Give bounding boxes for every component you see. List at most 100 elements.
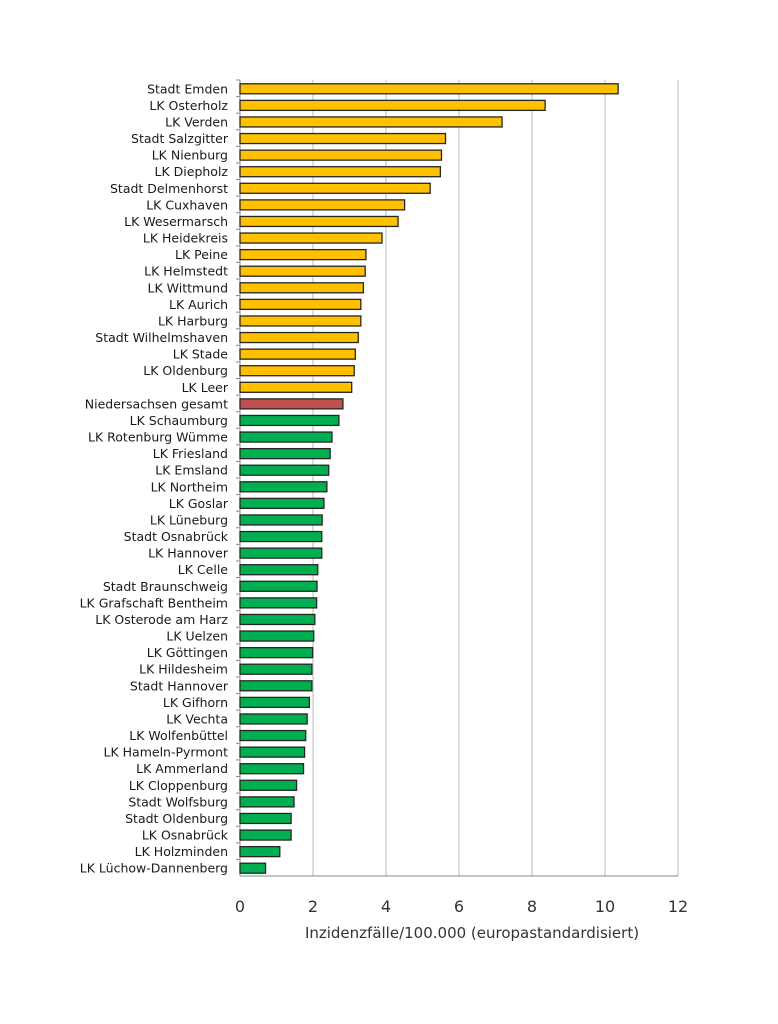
bar <box>239 530 323 543</box>
category-label: LK Northeim <box>151 479 228 494</box>
x-tick-label: 8 <box>527 897 537 916</box>
bar <box>239 315 362 327</box>
bar <box>239 265 366 277</box>
category-label: Stadt Delmenhorst <box>110 181 228 196</box>
bar <box>239 99 546 112</box>
category-label: LK Osnabrück <box>142 828 229 843</box>
bar <box>239 149 443 161</box>
category-label: LK Leer <box>182 380 229 395</box>
bar <box>239 83 619 95</box>
x-axis-label: Inzidenzfälle/100.000 (europastandardisi… <box>305 924 639 942</box>
bar <box>239 580 318 592</box>
bar <box>239 215 399 228</box>
bar <box>239 381 353 393</box>
category-label: LK Celle <box>178 562 228 577</box>
category-label: LK Heidekreis <box>143 231 228 246</box>
bar <box>239 829 292 841</box>
bar <box>239 282 365 294</box>
category-label: LK Cuxhaven <box>146 197 228 212</box>
bar <box>239 182 431 194</box>
category-label: LK Helmstedt <box>144 264 228 279</box>
bar <box>239 431 333 443</box>
category-label: Stadt Salzgitter <box>131 131 229 146</box>
category-label: LK Ammerland <box>136 761 228 776</box>
bar <box>239 779 298 791</box>
category-label: LK Oldenburg <box>143 363 228 378</box>
category-label: Stadt Wolfsburg <box>128 794 228 809</box>
bar <box>239 447 331 460</box>
category-label: LK Cloppenburg <box>129 778 228 793</box>
category-label: LK Verden <box>165 114 228 129</box>
bar <box>239 613 316 626</box>
category-label: LK Holzminden <box>135 844 228 859</box>
category-label: LK Hildesheim <box>139 662 228 677</box>
category-label: LK Gifhorn <box>163 695 228 710</box>
bar <box>239 630 315 642</box>
category-label: LK Goslar <box>169 496 229 511</box>
bar <box>239 796 295 808</box>
bar <box>239 564 319 576</box>
bar <box>239 248 367 261</box>
category-label: LK Lüneburg <box>150 512 228 527</box>
x-tick-label: 12 <box>668 897 688 916</box>
bar <box>239 763 305 775</box>
bar <box>239 348 356 360</box>
bar <box>239 132 447 145</box>
bar <box>239 862 267 874</box>
category-label: LK Lüchow-Dannenberg <box>80 861 228 876</box>
category-label: LK Peine <box>175 247 228 262</box>
category-label: LK Friesland <box>153 446 228 461</box>
bar <box>239 398 344 410</box>
category-label: LK Hameln-Pyrmont <box>104 745 229 760</box>
category-label: LK Grafschaft Bentheim <box>80 595 228 610</box>
bar <box>239 680 313 692</box>
category-label: Stadt Emden <box>147 81 228 96</box>
category-label: LK Rotenburg Wümme <box>88 430 228 445</box>
x-tick-label: 6 <box>454 897 464 916</box>
bar <box>239 166 442 178</box>
bar <box>239 547 323 559</box>
bar <box>239 199 406 211</box>
bar <box>239 464 330 476</box>
bar <box>239 729 307 742</box>
bar <box>239 414 340 427</box>
bar <box>239 696 310 709</box>
bar <box>239 845 281 858</box>
bar <box>239 497 325 510</box>
x-tick-label: 10 <box>595 897 615 916</box>
category-label: LK Göttingen <box>147 645 228 660</box>
category-label: Stadt Wilhelmshaven <box>95 330 228 345</box>
category-label: LK Stade <box>173 347 229 362</box>
category-label: LK Wittmund <box>148 280 228 295</box>
bar <box>239 232 383 244</box>
category-label: LK Diepholz <box>155 164 229 179</box>
bar <box>239 812 292 825</box>
category-label: Stadt Osnabrück <box>124 529 229 544</box>
category-label: LK Uelzen <box>166 629 228 644</box>
bar <box>239 298 362 311</box>
category-label: LK Schaumburg <box>130 413 228 428</box>
category-label: Stadt Oldenburg <box>125 811 228 826</box>
category-label: LK Wesermarsch <box>124 214 228 229</box>
bar <box>239 514 323 526</box>
category-label: LK Harburg <box>158 313 228 328</box>
category-label: LK Aurich <box>169 297 228 312</box>
category-label: LK Osterode am Harz <box>95 612 228 627</box>
category-label: LK Vechta <box>166 711 228 726</box>
category-label: Stadt Hannover <box>130 678 229 693</box>
bar <box>239 331 359 344</box>
bar <box>239 365 355 377</box>
x-tick-label: 4 <box>381 897 391 916</box>
x-tick-label: 2 <box>308 897 318 916</box>
category-label: LK Osterholz <box>149 98 228 113</box>
bar <box>239 646 314 659</box>
bar <box>239 597 318 609</box>
category-label: LK Nienburg <box>152 148 228 163</box>
bar <box>239 713 308 725</box>
category-label: LK Emsland <box>155 463 228 478</box>
bar <box>239 663 313 675</box>
category-label: LK Wolfenbüttel <box>129 728 228 743</box>
bar <box>239 746 306 758</box>
bar <box>239 116 503 128</box>
